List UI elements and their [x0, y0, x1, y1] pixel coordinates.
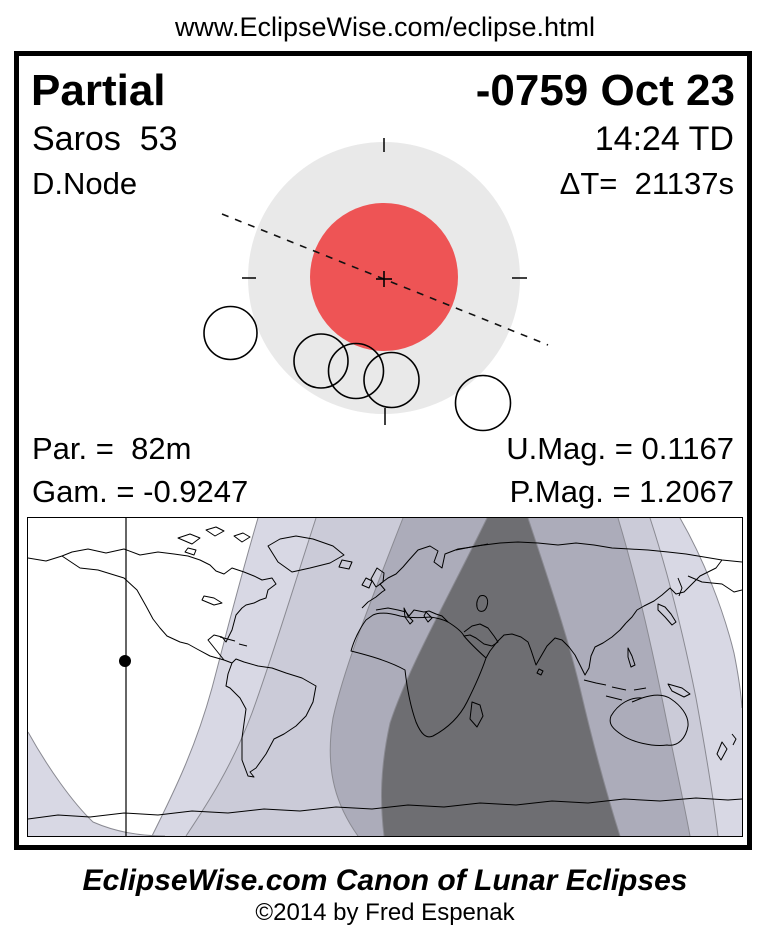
coast-americas [28, 555, 317, 778]
footer-copyright: ©2014 by Fred Espenak [255, 899, 515, 926]
penumbral-magnitude-stat: P.Mag. = 1.2067 [509, 474, 734, 509]
eclipse-geometry-diagram [203, 138, 549, 432]
sakhalin [677, 577, 683, 597]
moon-circle-p4 [454, 374, 512, 432]
new-zealand [716, 733, 737, 761]
eclipse-card: Partial -0759 Oct 23 Saros 53 14:24 TD D… [14, 51, 752, 850]
saros-label: Saros 53 [32, 120, 178, 158]
sublunar-point-dot [119, 655, 131, 667]
coast-na-east [61, 548, 277, 661]
philippines [627, 647, 636, 668]
africa [350, 612, 487, 738]
south-asia [485, 622, 627, 676]
moon-circle-u1 [293, 333, 349, 389]
coastlines [28, 526, 742, 820]
time-label: 14:24 TD [594, 120, 734, 158]
band-sliver-southwest [28, 732, 165, 836]
moon-circle-greatest [327, 342, 385, 400]
med-north-shore [375, 607, 449, 623]
new-guinea [667, 683, 691, 698]
footer-canon-title: EclipseWise.com Canon of Lunar Eclipses [82, 864, 688, 897]
partial-duration-stat: Par. = 82m [32, 431, 192, 466]
shadow-center-cross [376, 271, 392, 287]
eclipse-type-label: Partial [31, 66, 166, 115]
greece [423, 611, 433, 623]
europe-north [361, 543, 489, 609]
australia [609, 694, 689, 746]
band-boundary-lines [28, 518, 742, 836]
japan [657, 603, 677, 626]
band-dark [381, 518, 620, 836]
site-url-header: www.EclipseWise.com/eclipse.html [174, 12, 596, 42]
great-lakes [201, 595, 223, 606]
chukotka [687, 575, 742, 593]
moon-position-circles [203, 305, 512, 432]
gamma-stat: Gam. = -0.9247 [32, 474, 249, 509]
antarctica [28, 797, 742, 820]
sri-lanka [536, 668, 544, 676]
siberia-north [455, 541, 742, 563]
cuba [219, 636, 248, 647]
iceland [338, 559, 353, 570]
italy [403, 607, 414, 625]
eclipse-date-label: -0759 Oct 23 [475, 66, 735, 115]
arabia [463, 623, 499, 647]
visibility-bands [28, 518, 742, 836]
britain [361, 567, 385, 589]
greenland [267, 535, 345, 573]
delta-t-label: ΔT= 21137s [559, 166, 734, 201]
visibility-map [27, 517, 743, 837]
moon-circle-p1 [203, 305, 258, 361]
umbral-magnitude-stat: U.Mag. = 0.1167 [506, 431, 734, 466]
ecliptic-dashed-line [221, 213, 549, 346]
fareast-coast [625, 559, 723, 624]
arctic-islands [177, 526, 251, 556]
moon-circle-u4 [363, 351, 420, 409]
madagascar [469, 701, 484, 728]
axis-ticks [242, 138, 527, 425]
node-label: D.Node [32, 166, 138, 201]
caspian [476, 595, 489, 612]
indonesia [583, 679, 647, 703]
